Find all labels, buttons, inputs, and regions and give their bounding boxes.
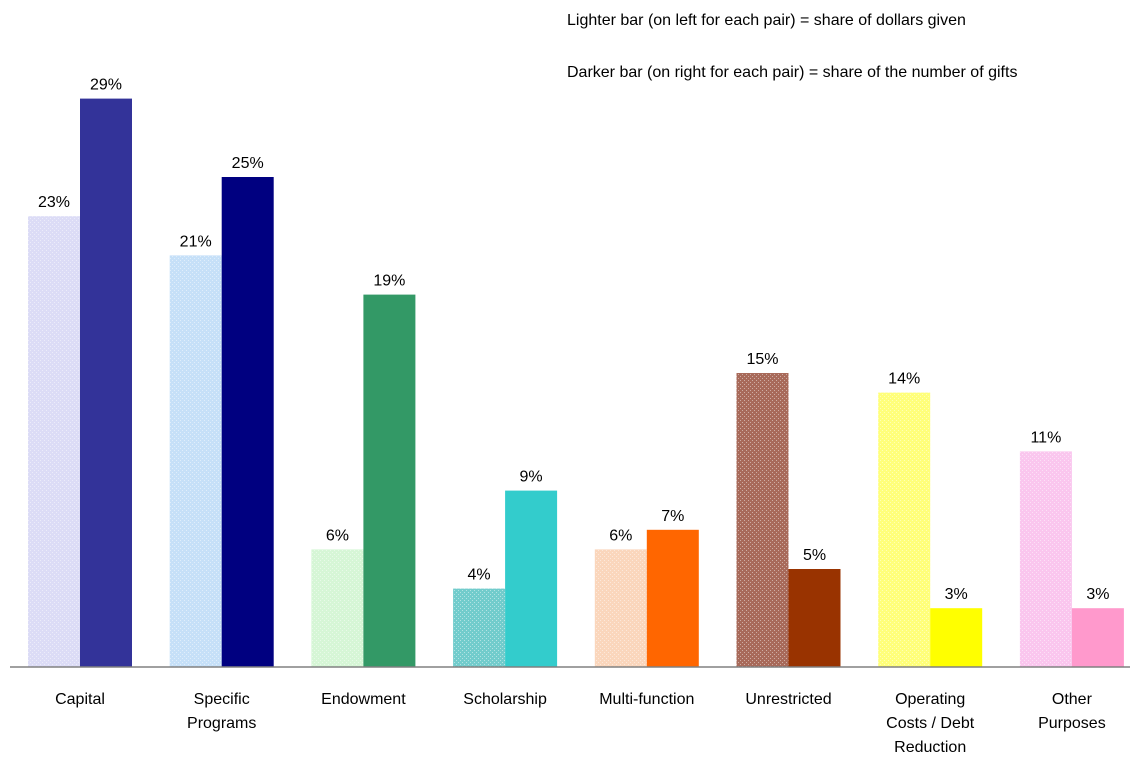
value-label-gifts-3: 9% bbox=[520, 469, 543, 486]
value-label-gifts-1: 25% bbox=[232, 155, 264, 172]
bar-gifts-3 bbox=[505, 490, 558, 667]
legend-note-darker: Darker bar (on right for each pair) = sh… bbox=[567, 64, 1018, 81]
category-label-0: Capital bbox=[55, 691, 105, 708]
value-label-gifts-4: 7% bbox=[661, 508, 684, 525]
category-label-2: Endowment bbox=[321, 691, 406, 708]
bar-gifts-5 bbox=[788, 569, 841, 667]
bar-texture-0 bbox=[28, 216, 80, 667]
category-label-3: Scholarship bbox=[463, 691, 547, 708]
category-label-6: Operating Costs / Debt Reduction bbox=[886, 691, 975, 756]
category-label-1: Specific Programs bbox=[187, 691, 256, 732]
bar-gifts-2 bbox=[363, 294, 416, 667]
bar-gifts-6 bbox=[930, 608, 983, 667]
value-label-dollars-5: 15% bbox=[746, 351, 778, 368]
value-label-gifts-6: 3% bbox=[945, 586, 968, 603]
category-label-4: Multi-function bbox=[599, 691, 694, 708]
bar-gifts-7 bbox=[1071, 608, 1124, 667]
value-label-dollars-4: 6% bbox=[609, 527, 632, 544]
bar-gifts-1 bbox=[221, 177, 274, 667]
legend-note-lighter: Lighter bar (on left for each pair) = sh… bbox=[567, 12, 966, 29]
bar-gifts-4 bbox=[646, 529, 699, 667]
bar-texture-3 bbox=[453, 588, 506, 667]
bar-texture-7 bbox=[1019, 451, 1072, 667]
value-label-dollars-7: 11% bbox=[1030, 429, 1061, 446]
value-label-gifts-7: 3% bbox=[1086, 586, 1109, 603]
value-label-dollars-2: 6% bbox=[326, 527, 349, 544]
value-label-gifts-2: 19% bbox=[373, 273, 405, 290]
value-label-dollars-1: 21% bbox=[180, 233, 212, 250]
value-label-dollars-6: 14% bbox=[888, 371, 920, 388]
category-label-7: Other Purposes bbox=[1038, 691, 1106, 732]
value-label-dollars-0: 23% bbox=[38, 194, 70, 211]
bar-texture-5 bbox=[736, 373, 789, 667]
bar-texture-4 bbox=[594, 549, 647, 667]
value-label-dollars-3: 4% bbox=[468, 567, 491, 584]
category-label-5: Unrestricted bbox=[745, 691, 831, 708]
value-label-gifts-0: 29% bbox=[90, 77, 122, 94]
value-label-gifts-5: 5% bbox=[803, 547, 826, 564]
bar-texture-2 bbox=[311, 549, 364, 667]
bar-texture-6 bbox=[878, 392, 931, 667]
bar-gifts-0 bbox=[80, 98, 132, 668]
bar-texture-1 bbox=[169, 255, 222, 667]
